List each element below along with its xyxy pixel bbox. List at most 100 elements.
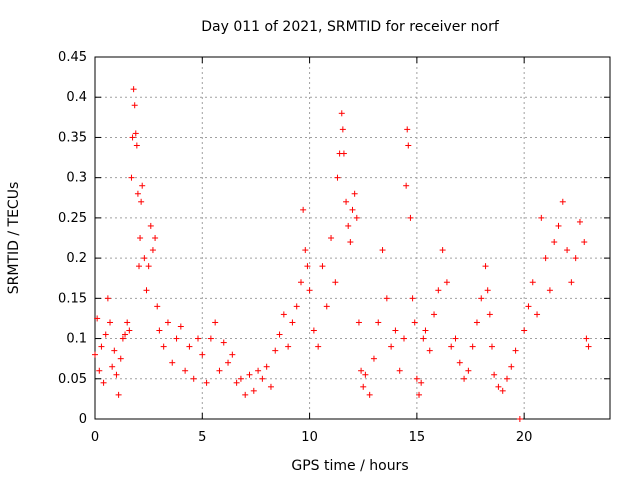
data-point: [407, 214, 414, 221]
data-point: [135, 263, 142, 270]
data-point: [439, 247, 446, 254]
data-point: [345, 222, 352, 229]
y-tick-label: 0.05: [58, 372, 87, 387]
data-point: [203, 379, 210, 386]
data-point: [100, 379, 107, 386]
data-point: [418, 379, 425, 386]
data-point: [134, 190, 141, 197]
data-point: [137, 235, 144, 241]
y-tick-label: 0.15: [58, 291, 87, 306]
data-point: [542, 255, 549, 262]
data-point: [133, 142, 140, 149]
data-point: [420, 335, 427, 342]
data-point: [422, 327, 429, 334]
data-point: [152, 235, 159, 241]
data-point: [388, 343, 395, 350]
data-point: [521, 327, 528, 334]
data-point: [126, 327, 133, 334]
data-point: [332, 279, 339, 286]
data-point: [272, 347, 279, 354]
data-point: [212, 319, 219, 326]
data-point: [139, 182, 146, 189]
chart-title: Day 011 of 2021, SRMTID for receiver nor…: [201, 19, 500, 35]
y-tick-label: 0.4: [66, 90, 87, 105]
data-point: [107, 319, 114, 326]
data-point: [469, 343, 476, 350]
data-point: [465, 367, 472, 374]
data-point: [122, 331, 129, 338]
y-tick-label: 0.45: [58, 50, 87, 65]
y-axis-label: SRMTID / TECUs: [6, 182, 22, 295]
data-point: [169, 359, 176, 366]
x-tick-label: 0: [91, 430, 99, 445]
data-point: [263, 363, 270, 370]
data-point: [328, 235, 335, 241]
data-point: [512, 347, 519, 354]
data-point: [401, 335, 407, 342]
data-point: [130, 86, 137, 93]
data-point: [564, 247, 571, 254]
data-point: [207, 335, 214, 342]
data-point: [461, 375, 468, 382]
data-point: [338, 110, 345, 117]
data-point: [92, 351, 98, 358]
data-point: [143, 287, 150, 294]
y-tick-label: 0.35: [58, 130, 87, 145]
data-point: [259, 375, 266, 382]
data-point: [173, 335, 180, 342]
data-point: [315, 343, 322, 350]
x-tick-label: 5: [198, 430, 206, 445]
data-point: [473, 319, 480, 326]
data-point: [154, 303, 161, 310]
data-point: [546, 287, 553, 294]
data-point: [102, 331, 109, 338]
data-point: [220, 339, 227, 346]
data-point: [115, 391, 122, 398]
data-point: [347, 239, 354, 246]
data-point: [379, 247, 386, 254]
data-point: [104, 295, 111, 302]
data-point: [488, 343, 495, 350]
data-point: [416, 391, 423, 398]
data-point: [293, 303, 300, 310]
data-point: [353, 214, 360, 221]
data-point: [119, 335, 126, 342]
data-point: [323, 303, 330, 310]
data-point: [109, 363, 116, 370]
data-point: [504, 375, 510, 382]
y-axis: 0 0.05 0.1 0.15 0.2 0.25 0.3 0.35 0.4 0.45: [58, 50, 610, 427]
data-point: [128, 174, 135, 181]
data-point: [413, 375, 420, 382]
data-point: [370, 355, 377, 362]
x-axis-label: GPS time / hours: [291, 458, 408, 474]
x-tick-label: 10: [301, 430, 318, 445]
data-points: [92, 86, 592, 422]
data-point: [138, 198, 145, 205]
data-point: [216, 367, 223, 374]
data-point: [132, 130, 139, 137]
data-point: [149, 247, 156, 254]
data-point: [164, 319, 171, 326]
data-point: [289, 319, 296, 326]
plot-frame: [94, 56, 611, 420]
data-point: [516, 416, 523, 422]
data-point: [349, 206, 356, 213]
data-point: [96, 367, 103, 374]
data-point: [233, 379, 240, 386]
data-point: [403, 182, 410, 189]
data-point: [177, 323, 184, 330]
data-point: [572, 255, 579, 262]
data-point: [267, 383, 274, 390]
data-point: [431, 311, 438, 318]
data-point: [98, 343, 105, 350]
y-tick-label: 0: [79, 412, 87, 427]
data-point: [199, 351, 206, 358]
data-point: [113, 371, 120, 378]
data-point: [404, 126, 411, 133]
data-point: [396, 367, 403, 374]
data-point: [156, 327, 163, 334]
data-point: [551, 239, 558, 246]
data-point: [124, 319, 131, 326]
data-point: [452, 335, 459, 342]
